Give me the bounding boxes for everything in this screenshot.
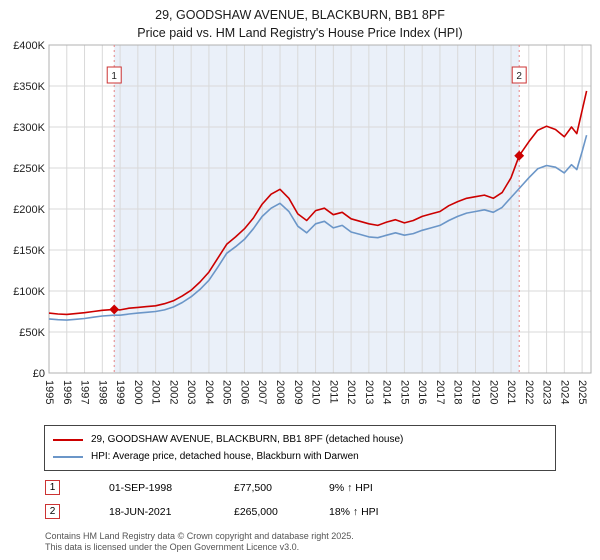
svg-text:2013: 2013 [363, 380, 375, 404]
svg-text:2004: 2004 [203, 380, 215, 404]
svg-text:2003: 2003 [185, 380, 197, 404]
page-title: 29, GOODSHAW AVENUE, BLACKBURN, BB1 8PF [155, 8, 445, 22]
svg-text:1996: 1996 [61, 380, 73, 404]
svg-text:1997: 1997 [79, 380, 91, 404]
svg-text:£250K: £250K [13, 163, 45, 175]
svg-text:2023: 2023 [541, 380, 553, 404]
svg-text:2021: 2021 [505, 380, 517, 404]
sale-hpi-change: 9% ↑ HPI [329, 481, 373, 494]
property-price-line [48, 90, 588, 316]
red-line-sample-icon [53, 438, 83, 441]
sale-annotation-2: 2 18-JUN-2021 £265,000 18% ↑ HPI [45, 504, 600, 519]
svg-text:2007: 2007 [256, 380, 268, 404]
legend-label-property: 29, GOODSHAW AVENUE, BLACKBURN, BB1 8PF … [91, 434, 404, 445]
sale-date: 01-SEP-1998 [109, 481, 173, 494]
svg-text:2005: 2005 [221, 380, 233, 404]
sale-date: 18-JUN-2021 [109, 505, 172, 518]
footer-attribution: Contains HM Land Registry data © Crown c… [45, 531, 600, 553]
svg-text:2009: 2009 [292, 380, 304, 404]
legend-item-hpi: HPI: Average price, detached house, Blac… [53, 448, 547, 465]
svg-text:2018: 2018 [452, 380, 464, 404]
legend-box: 29, GOODSHAW AVENUE, BLACKBURN, BB1 8PF … [44, 425, 556, 471]
svg-text:£150K: £150K [13, 245, 45, 257]
footer-line-2: This data is licensed under the Open Gov… [45, 542, 300, 552]
legend-label-hpi: HPI: Average price, detached house, Blac… [91, 451, 359, 462]
svg-text:2024: 2024 [558, 380, 570, 404]
svg-text:2011: 2011 [327, 380, 339, 404]
svg-text:£50K: £50K [19, 327, 45, 339]
svg-text:£350K: £350K [13, 81, 45, 93]
svg-text:1: 1 [111, 71, 117, 82]
svg-text:2014: 2014 [381, 380, 393, 404]
svg-text:2008: 2008 [274, 380, 286, 404]
sale-hpi-change: 18% ↑ HPI [329, 505, 379, 518]
sale-number-box [106, 66, 122, 84]
chart-subtitle: Price paid vs. HM Land Registry's House … [137, 26, 463, 40]
svg-text:2: 2 [516, 71, 522, 82]
sale-number-badge: 2 [45, 504, 60, 519]
sale-number-box [511, 66, 527, 84]
svg-text:2016: 2016 [416, 380, 428, 404]
svg-text:2019: 2019 [469, 380, 481, 404]
blue-line-sample-icon [53, 455, 83, 458]
sale-price: £265,000 [234, 505, 278, 518]
sale-price: £77,500 [234, 481, 272, 494]
legend-item-property: 29, GOODSHAW AVENUE, BLACKBURN, BB1 8PF … [53, 431, 547, 448]
svg-text:1995: 1995 [43, 380, 55, 404]
svg-text:2025: 2025 [576, 380, 588, 404]
svg-text:£100K: £100K [13, 286, 45, 298]
sale-number-badge: 1 [45, 480, 60, 495]
svg-text:£200K: £200K [13, 204, 45, 216]
price-chart-svg: 1 2 £0 £50K £100K £150K £200K £250K £300K £350K £4… [13, 41, 592, 404]
svg-text:1998: 1998 [96, 380, 108, 404]
svg-text:2010: 2010 [310, 380, 322, 404]
svg-text:£0: £0 [33, 368, 45, 380]
svg-text:1999: 1999 [114, 380, 126, 404]
sale-annotation-1: 1 01-SEP-1998 £77,500 9% ↑ HPI [45, 480, 600, 495]
svg-text:2002: 2002 [167, 380, 179, 404]
svg-text:2006: 2006 [238, 380, 250, 404]
svg-text:2020: 2020 [487, 380, 499, 404]
svg-text:£400K: £400K [13, 41, 45, 52]
svg-text:£300K: £300K [13, 122, 45, 134]
svg-text:2012: 2012 [345, 380, 357, 404]
svg-text:2017: 2017 [434, 380, 446, 404]
svg-text:2022: 2022 [523, 380, 535, 404]
footer-line-1: Contains HM Land Registry data © Crown c… [45, 531, 354, 541]
price-chart: 1 2 £0 £50K £100K £150K £200K £250K £300K £350K £4… [0, 41, 600, 413]
sale-marker-diamond [514, 150, 525, 161]
svg-text:2001: 2001 [150, 380, 162, 404]
svg-text:2015: 2015 [398, 380, 410, 404]
hpi-line [48, 134, 588, 321]
svg-text:2000: 2000 [132, 380, 144, 404]
chart-header: 29, GOODSHAW AVENUE, BLACKBURN, BB1 8PF … [0, 0, 600, 41]
